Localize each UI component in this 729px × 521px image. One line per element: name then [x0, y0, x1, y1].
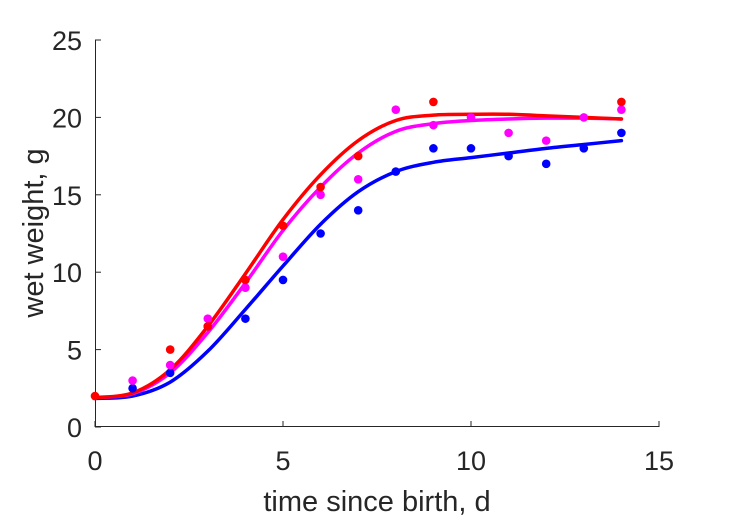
data-point-series-2: [278, 275, 288, 285]
x-tick-label: 0: [87, 446, 102, 476]
data-point-series-2: [541, 159, 551, 169]
data-point-series-2: [353, 205, 363, 215]
data-point-series-2: [241, 314, 250, 323]
data-point-series-1: [203, 314, 213, 323]
data-point-series-1: [353, 175, 363, 184]
data-point-series-1: [466, 113, 476, 122]
data-point-series-0: [429, 97, 438, 107]
data-point-series-1: [579, 113, 589, 122]
y-tick-label: 10: [52, 258, 82, 288]
data-point-series-1: [165, 360, 175, 370]
data-point-series-2: [579, 144, 589, 153]
data-point-series-0: [278, 221, 288, 231]
x-tick-label: 15: [644, 446, 674, 476]
data-point-series-0: [353, 151, 363, 161]
y-tick-label: 0: [67, 413, 82, 443]
y-tick-label: 25: [52, 26, 82, 56]
data-point-series-2: [466, 144, 476, 153]
data-point-series-2: [617, 128, 626, 138]
y-axis-label: wet weight, g: [18, 148, 50, 318]
data-point-series-1: [391, 105, 401, 114]
data-point-series-0: [316, 182, 325, 192]
x-tick-label: 10: [456, 446, 486, 476]
data-point-series-1: [128, 376, 137, 385]
data-point-series-1: [504, 128, 513, 138]
data-point-series-1: [429, 120, 438, 130]
data-points: [90, 97, 626, 401]
ticks: 0 5 10 15 0 5 10 15 20 25: [52, 26, 674, 476]
data-point-series-0: [90, 391, 100, 401]
data-point-series-2: [504, 151, 513, 161]
x-tick-label: 5: [275, 446, 290, 476]
x-axis-label: time since birth, d: [263, 486, 490, 518]
data-point-series-1: [278, 252, 288, 262]
data-point-series-0: [165, 345, 175, 354]
data-point-series-1: [241, 283, 250, 292]
y-tick-label: 20: [52, 103, 82, 133]
data-point-series-0: [617, 97, 626, 107]
data-point-series-1: [541, 136, 551, 145]
data-point-series-2: [165, 368, 175, 378]
axes: [95, 40, 659, 427]
data-point-series-1: [617, 105, 626, 114]
data-point-series-2: [429, 144, 438, 153]
data-point-series-0: [203, 322, 213, 331]
data-point-series-2: [128, 384, 137, 393]
y-tick-label: 15: [52, 181, 82, 211]
data-point-series-2: [391, 167, 401, 176]
data-point-series-2: [316, 229, 325, 238]
fit-curve-series-0: [93, 112, 624, 400]
y-tick-label: 5: [67, 336, 82, 366]
data-point-series-1: [316, 190, 325, 200]
data-point-series-0: [241, 275, 250, 285]
fit-curve-series-2: [93, 138, 624, 401]
